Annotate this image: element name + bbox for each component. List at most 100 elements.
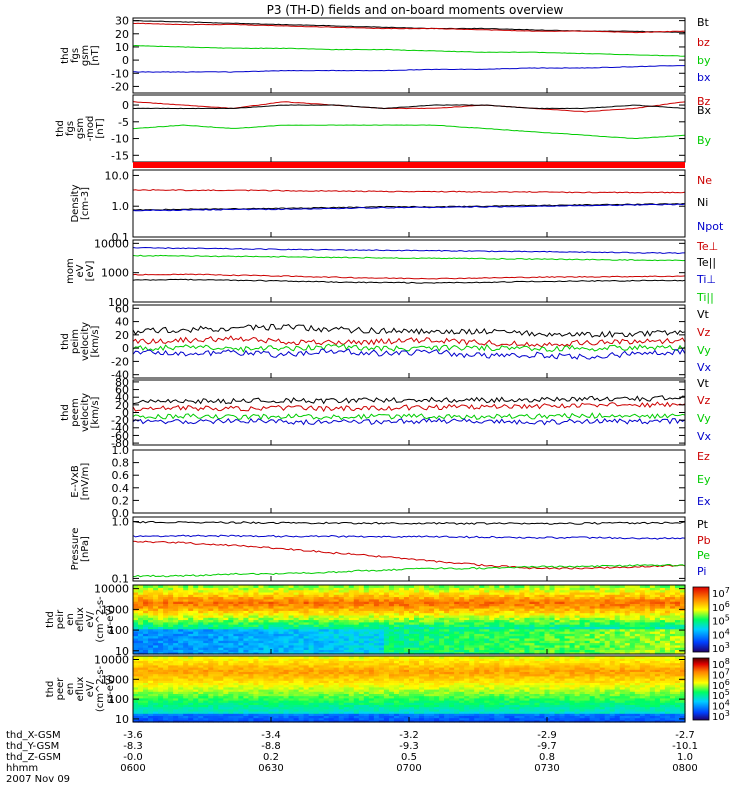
spectrogram-cell	[273, 644, 280, 648]
spectrogram-cell	[504, 594, 510, 598]
spectrogram-cell	[388, 589, 395, 593]
spectrogram-cell	[584, 594, 591, 598]
spectrogram-cell	[208, 673, 214, 677]
spectrogram-cell	[644, 594, 651, 598]
spectrogram-cell	[143, 591, 149, 595]
spectrogram-cell	[393, 594, 400, 598]
spectrogram-cell	[238, 706, 244, 710]
spectrogram-cell	[158, 658, 164, 661]
spectrogram-cell	[338, 610, 345, 614]
spectrogram-cell	[318, 633, 325, 637]
spectrogram-cell	[208, 715, 214, 719]
spectrogram-cell	[499, 621, 505, 625]
spectrogram-cell	[489, 619, 495, 623]
spectrogram-cell	[203, 594, 209, 598]
spectrogram-cell	[609, 649, 616, 653]
spectrogram-cell	[183, 603, 189, 607]
spectrogram-cell	[303, 598, 310, 602]
spectrogram-cell	[328, 594, 335, 598]
spectrogram-cell	[363, 695, 370, 699]
spectrogram-cell	[288, 662, 295, 666]
spectrogram-cell	[278, 700, 285, 703]
spectrogram-cell	[243, 605, 250, 609]
spectrogram-cell	[403, 589, 410, 593]
spectrogram-cell	[358, 680, 365, 683]
spectrogram-cell	[153, 594, 159, 598]
spectrogram-cell	[679, 591, 686, 595]
spectrogram-cell	[368, 633, 375, 637]
spectrogram-cell	[348, 614, 355, 618]
spectrogram-cell	[454, 644, 460, 648]
spectrogram-cell	[579, 644, 586, 648]
spectrogram-cell	[163, 640, 169, 644]
spectrogram-cell	[454, 647, 460, 650]
spectrogram-cell	[273, 596, 280, 600]
spectrogram-cell	[203, 715, 209, 719]
spectrogram-cell	[153, 706, 159, 710]
spectrogram-cell	[308, 671, 315, 675]
spectrogram-cell	[398, 601, 405, 604]
spectrogram-cell	[599, 605, 606, 609]
spectrogram-cell	[604, 605, 611, 609]
spectrogram-cell	[218, 637, 224, 641]
spectrogram-cell	[579, 598, 586, 602]
spectrogram-cell	[363, 605, 370, 609]
spectrogram-cell	[263, 711, 270, 714]
spectrogram-cell	[313, 598, 320, 602]
spectrogram-cell	[564, 619, 571, 623]
spectrogram-cell	[268, 605, 275, 609]
spectrogram-cell	[358, 658, 365, 661]
spectrogram-cell	[383, 621, 390, 625]
spectrogram-cell	[544, 605, 551, 609]
spectrogram-cell	[248, 700, 255, 703]
spectrogram-cell	[208, 626, 214, 630]
spectrogram-cell	[248, 686, 255, 690]
spectrogram-cell	[368, 598, 375, 602]
spectrogram-cell	[554, 603, 561, 607]
spectrogram-cell	[148, 621, 154, 625]
spectrogram-cell	[338, 673, 345, 677]
spectrogram-cell	[414, 640, 420, 644]
spectrogram-cell	[233, 605, 239, 609]
spectrogram-cell	[599, 596, 606, 600]
spectrogram-cell	[228, 691, 234, 694]
y-tick-label: 1.0	[112, 200, 130, 213]
spectrogram-cell	[499, 642, 505, 646]
spectrogram-cell	[293, 631, 300, 634]
spectrogram-cell	[669, 631, 676, 634]
spectrogram-cell	[459, 614, 465, 618]
spectrogram-cell	[138, 589, 144, 593]
spectrogram-cell	[133, 667, 139, 670]
spectrogram-cell	[363, 587, 370, 591]
spectrogram-cell	[218, 686, 224, 690]
spectrogram-cell	[263, 603, 270, 607]
spectrogram-cell	[679, 598, 686, 602]
spectrogram-cell	[534, 647, 541, 650]
spectrogram-cell	[333, 635, 340, 639]
spectrogram-cell	[278, 660, 285, 664]
spectrogram-cell	[303, 651, 310, 655]
spectrogram-cell	[464, 628, 470, 632]
spectrogram-cell	[248, 621, 255, 625]
spectrogram-cell	[323, 704, 330, 708]
spectrogram-cell	[268, 708, 275, 712]
spectrogram-cell	[444, 635, 450, 639]
spectrogram-cell	[559, 644, 566, 648]
spectrogram-cell	[173, 658, 179, 661]
spectrogram-cell	[193, 594, 199, 598]
spectrogram-cell	[599, 603, 606, 607]
spectrogram-cell	[158, 675, 164, 679]
spectrogram-cell	[198, 675, 204, 679]
spectrogram-cell	[273, 633, 280, 637]
spectrogram-cell	[519, 633, 526, 637]
spectrogram-cell	[454, 617, 460, 621]
spectrogram-cell	[363, 601, 370, 604]
spectrogram-cell	[544, 614, 551, 618]
spectrogram-cell	[524, 637, 531, 641]
spectrogram-cell	[439, 614, 445, 618]
spectrogram-cell	[143, 682, 149, 686]
spectrogram-cell	[233, 715, 239, 719]
spectrogram-cell	[368, 713, 375, 716]
spectrogram-cell	[183, 684, 189, 688]
spectrogram-cell	[343, 715, 350, 719]
